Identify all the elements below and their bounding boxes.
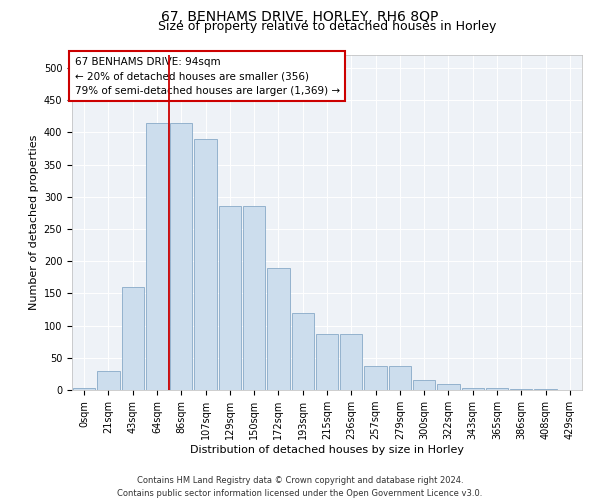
Text: 67 BENHAMS DRIVE: 94sqm
← 20% of detached houses are smaller (356)
79% of semi-d: 67 BENHAMS DRIVE: 94sqm ← 20% of detache… [74,56,340,96]
Bar [316,334,338,390]
Bar [437,384,460,390]
Bar [389,366,411,390]
Bar [461,388,484,390]
Bar [364,366,387,390]
Bar [267,268,290,390]
Bar [340,334,362,390]
Bar [218,206,241,390]
Bar [122,287,144,390]
Bar [292,312,314,390]
Bar [413,380,436,390]
Bar [97,370,119,390]
Bar [194,138,217,390]
Title: Size of property relative to detached houses in Horley: Size of property relative to detached ho… [158,20,496,33]
Y-axis label: Number of detached properties: Number of detached properties [29,135,40,310]
Text: Contains HM Land Registry data © Crown copyright and database right 2024.
Contai: Contains HM Land Registry data © Crown c… [118,476,482,498]
Bar [170,122,193,390]
Bar [146,122,168,390]
Bar [73,388,95,390]
Text: 67, BENHAMS DRIVE, HORLEY, RH6 8QP: 67, BENHAMS DRIVE, HORLEY, RH6 8QP [161,10,439,24]
Bar [486,388,508,390]
X-axis label: Distribution of detached houses by size in Horley: Distribution of detached houses by size … [190,445,464,455]
Bar [243,206,265,390]
